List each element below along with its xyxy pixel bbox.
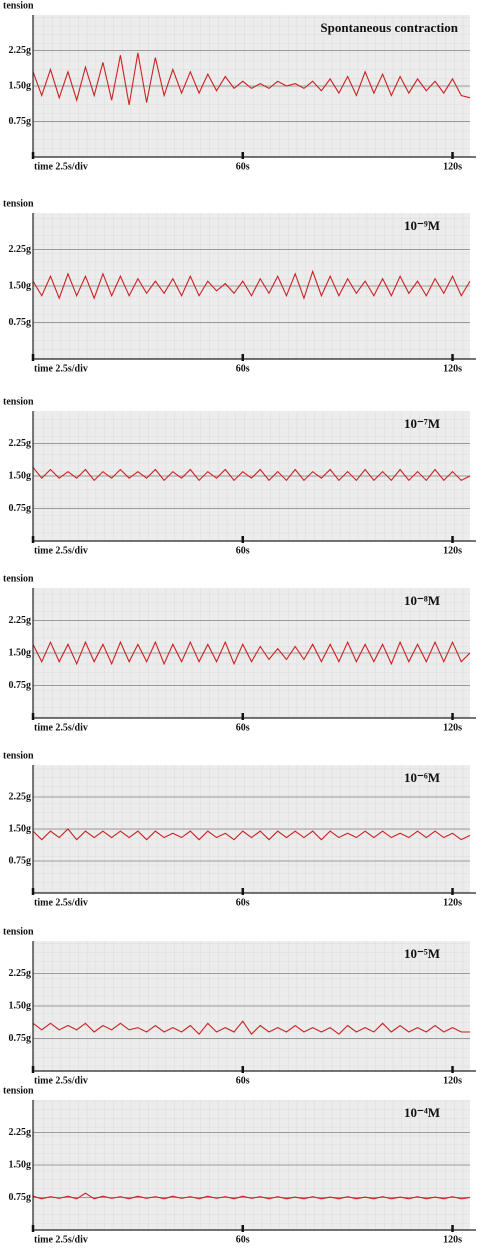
panel-title: 10⁻⁶M bbox=[404, 770, 440, 785]
x-tick-label: time 2.5s/div bbox=[34, 363, 88, 374]
y-tick-label: 2.25g bbox=[9, 1127, 32, 1138]
x-tick-label: 120s bbox=[443, 545, 462, 556]
y-tick-label: 2.25g bbox=[9, 791, 32, 802]
x-tick-label: time 2.5s/div bbox=[34, 722, 88, 733]
y-tick-label: 0.75g bbox=[9, 116, 32, 127]
y-axis-label: tension bbox=[3, 926, 34, 937]
panel-title: 10⁻⁵M bbox=[404, 946, 440, 961]
panel: tension 10⁻⁴M 0.75g 1.50g 2.25g time 2.5s/div… bbox=[3, 1085, 476, 1245]
x-tick-label: 120s bbox=[443, 363, 462, 374]
x-tick-label: 120s bbox=[443, 161, 462, 172]
y-tick-label: 0.75g bbox=[9, 1033, 32, 1044]
y-tick-label: 0.75g bbox=[9, 1192, 32, 1203]
panel: tension 10⁻⁸M 0.75g 1.50g 2.25g time 2.5s/div… bbox=[3, 573, 476, 733]
y-tick-label: 1.50g bbox=[9, 647, 32, 658]
panel-title: Spontaneous contraction bbox=[320, 20, 458, 35]
y-tick-label: 2.25g bbox=[9, 615, 32, 626]
x-tick-label: 60s bbox=[236, 1075, 250, 1086]
trace bbox=[32, 1020, 470, 1036]
y-tick-label: 1.50g bbox=[9, 280, 32, 291]
y-tick-label: 2.25g bbox=[9, 968, 32, 979]
panel: tension 10⁻⁷M 0.75g 1.50g 2.25g time 2.5s/div… bbox=[3, 396, 476, 556]
y-axis-label: tension bbox=[3, 396, 34, 407]
x-tick-label: time 2.5s/div bbox=[34, 1075, 88, 1086]
x-tick-label: 120s bbox=[443, 1075, 462, 1086]
panel: tension 10⁻⁶M 0.75g 1.50g 2.25g time 2.5s/div… bbox=[3, 750, 476, 908]
x-tick-label: 60s bbox=[236, 161, 250, 172]
y-axis-label: tension bbox=[3, 573, 34, 584]
x-tick-label: 60s bbox=[236, 545, 250, 556]
x-tick-label: time 2.5s/div bbox=[34, 545, 88, 556]
x-tick-label: 60s bbox=[236, 363, 250, 374]
trace bbox=[32, 828, 471, 841]
y-tick-label: 0.75g bbox=[9, 503, 32, 514]
trace bbox=[32, 52, 471, 106]
y-tick-label: 0.75g bbox=[9, 855, 32, 866]
x-tick-label: time 2.5s/div bbox=[34, 161, 88, 172]
y-tick-label: 2.25g bbox=[9, 244, 32, 255]
y-tick-label: 1.50g bbox=[9, 80, 32, 91]
trace bbox=[32, 466, 471, 482]
x-tick-label: 60s bbox=[236, 897, 250, 908]
x-tick-label: 60s bbox=[236, 722, 250, 733]
panel-title: 10⁻⁴M bbox=[404, 1105, 440, 1120]
panel-title: 10⁻⁸M bbox=[404, 593, 440, 608]
y-tick-label: 0.75g bbox=[9, 317, 32, 328]
x-tick-label: time 2.5s/div bbox=[34, 897, 88, 908]
y-tick-label: 1.50g bbox=[9, 1000, 32, 1011]
panel-title: 10⁻⁹M bbox=[404, 218, 440, 233]
y-axis-label: tension bbox=[3, 750, 34, 761]
x-tick-label: 120s bbox=[443, 1234, 462, 1245]
trace bbox=[32, 269, 471, 300]
x-tick-label: 120s bbox=[443, 722, 462, 733]
y-tick-label: 2.25g bbox=[9, 45, 32, 56]
panel: tension 10⁻⁹M 0.75g 1.50g 2.25g time 2.5s/div… bbox=[3, 198, 476, 374]
x-tick-label: 120s bbox=[443, 897, 462, 908]
y-tick-label: 1.50g bbox=[9, 1159, 32, 1170]
x-tick-label: time 2.5s/div bbox=[34, 1234, 88, 1245]
panel: tension 10⁻⁵M 0.75g 1.50g 2.25g time 2.5s/div… bbox=[3, 926, 476, 1086]
trace bbox=[32, 640, 471, 666]
trace bbox=[32, 1192, 471, 1200]
y-tick-label: 0.75g bbox=[9, 680, 32, 691]
y-axis-label: tension bbox=[3, 198, 34, 209]
y-tick-label: 1.50g bbox=[9, 470, 32, 481]
panel-title: 10⁻⁷M bbox=[404, 416, 440, 431]
y-tick-label: 2.25g bbox=[9, 438, 32, 449]
y-axis-label: tension bbox=[3, 1085, 34, 1096]
y-tick-label: 1.50g bbox=[9, 823, 32, 834]
x-tick-label: 60s bbox=[236, 1234, 250, 1245]
y-axis-label: tension bbox=[3, 0, 34, 11]
panel: tension Spontaneous contraction 0.75g 1.50g… bbox=[3, 0, 476, 172]
